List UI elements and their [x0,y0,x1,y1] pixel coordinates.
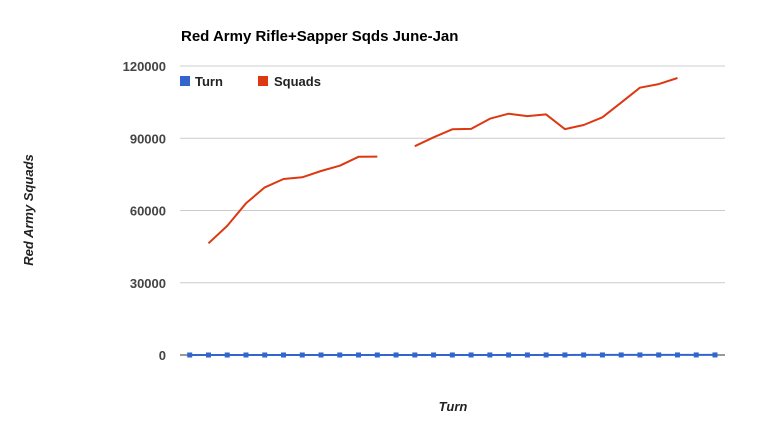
gridlines [180,65,725,356]
legend-label-turn[interactable]: Turn [195,74,223,89]
y-tick-label: 60000 [130,204,166,219]
legend-swatch-turn [180,76,190,86]
data-point[interactable] [693,352,699,358]
data-point[interactable] [618,352,624,358]
data-point[interactable] [205,352,211,358]
data-point[interactable] [299,352,305,358]
data-point[interactable] [487,352,493,358]
data-point[interactable] [543,352,549,358]
series-turn [187,352,718,358]
data-point[interactable] [224,352,230,358]
y-tick-label: 120000 [123,59,166,74]
data-point[interactable] [562,352,568,358]
y-tick-label: 90000 [130,131,166,146]
data-point[interactable] [431,352,437,358]
data-point[interactable] [318,352,324,358]
y-tick-label: 30000 [130,276,166,291]
data-point[interactable] [449,352,455,358]
legend-label-squads[interactable]: Squads [274,74,321,89]
data-point[interactable] [243,352,249,358]
data-point[interactable] [262,352,268,358]
data-point[interactable] [637,352,643,358]
data-point[interactable] [506,352,512,358]
data-point[interactable] [412,352,418,358]
chart-title: Red Army Rifle+Sapper Sqds June-Jan [181,28,458,45]
data-point[interactable] [581,352,587,358]
series-line[interactable] [207,155,378,245]
series-layer [187,77,718,358]
data-point[interactable] [356,352,362,358]
legend-swatch-squads [258,76,268,86]
data-point[interactable] [468,352,474,358]
data-point[interactable] [187,352,193,358]
data-point[interactable] [337,352,343,358]
data-point[interactable] [599,352,605,358]
y-axis-ticks: 0 30000 60000 90000 120000 [123,59,166,363]
series-line[interactable] [414,77,678,148]
data-point[interactable] [674,352,680,358]
x-axis-title: Turn [439,399,468,414]
series-squads [207,77,678,245]
data-point[interactable] [374,352,380,358]
y-tick-label: 0 [159,348,166,363]
y-axis-title: Red Army Squads [21,154,36,266]
data-point[interactable] [656,352,662,358]
data-point[interactable] [524,352,530,358]
legend: Turn Squads [180,74,321,89]
data-point[interactable] [393,352,399,358]
data-point[interactable] [712,352,718,358]
data-point[interactable] [281,352,286,358]
